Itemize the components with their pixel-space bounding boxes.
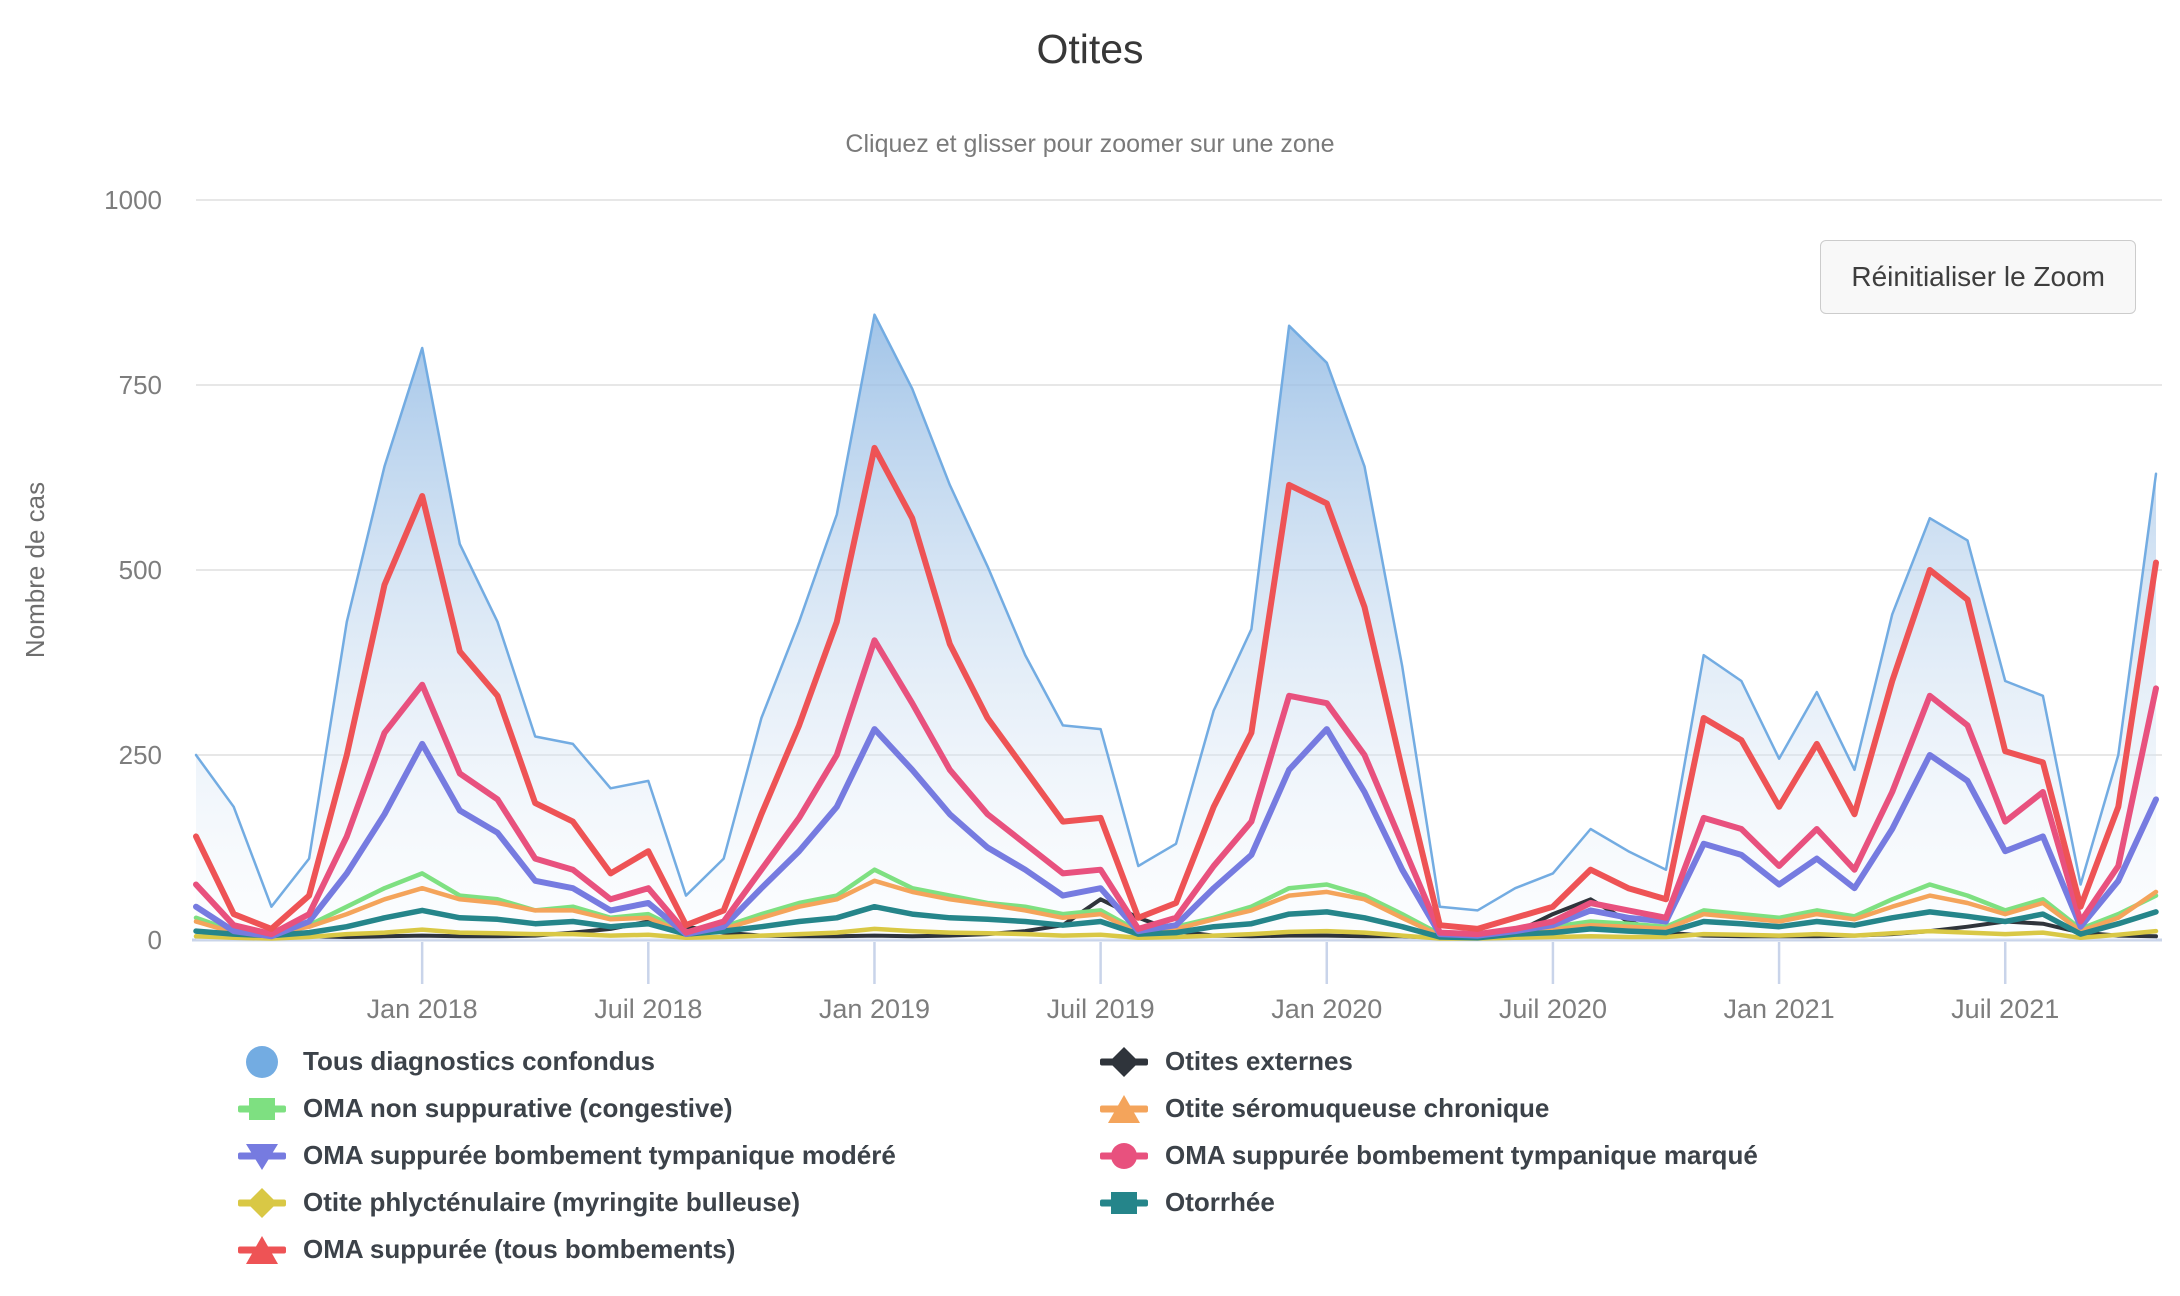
x-tick-label: Jan 2019 xyxy=(819,994,930,1024)
legend-marker-circle-icon xyxy=(1100,1142,1148,1169)
legend-marker-diamond-icon xyxy=(238,1187,286,1218)
legend-item-label: OMA suppurée bombement tympanique modéré xyxy=(303,1140,896,1170)
legend-marker-circle-large-icon xyxy=(246,1045,278,1078)
y-axis-title: Nombre de cas xyxy=(20,482,50,658)
series-line-oma-suppuree xyxy=(193,444,2159,932)
legend-item-oma-marque[interactable]: OMA suppurée bombement tympanique marqué xyxy=(1098,1139,1758,1173)
legend-item-seromuqueuse[interactable]: Otite séromuqueuse chronique xyxy=(1098,1092,1758,1126)
y-tick-label: 250 xyxy=(119,740,162,770)
legend-marker-triangle-down-icon xyxy=(238,1143,286,1170)
legend-item-label: OMA non suppurative (congestive) xyxy=(303,1093,733,1123)
series-line-oma-marque xyxy=(193,637,2159,938)
series-area-tous xyxy=(196,314,2156,940)
legend-item-label: Otites externes xyxy=(1165,1046,1353,1076)
x-tick-label: Jan 2020 xyxy=(1271,994,1382,1024)
legend-item-label: Tous diagnostics confondus xyxy=(303,1046,655,1076)
legend-item-label: Otite séromuqueuse chronique xyxy=(1165,1093,1550,1123)
legend-item-label: OMA suppurée bombement tympanique marqué xyxy=(1165,1140,1758,1170)
y-tick-label: 500 xyxy=(119,555,162,585)
x-tick-label: Juil 2018 xyxy=(594,994,702,1024)
x-tick-label: Juil 2021 xyxy=(1951,994,2059,1024)
chart-legend: Tous diagnostics confondus Otites externe… xyxy=(236,1038,1758,1273)
series-line-seromuqueuse xyxy=(193,878,2159,939)
legend-item-label: Otite phlycténulaire (myringite bulleuse… xyxy=(303,1187,800,1217)
legend-item-label: Otorrhée xyxy=(1165,1187,1275,1217)
legend-item-otorrhee[interactable]: Otorrhée xyxy=(1098,1186,1758,1220)
legend-marker-square-icon xyxy=(238,1097,286,1120)
y-tick-label: 0 xyxy=(148,925,162,955)
legend-marker-square-icon xyxy=(1100,1191,1148,1214)
legend-item-externes[interactable]: Otites externes xyxy=(1098,1045,1758,1079)
x-tick-label: Juil 2019 xyxy=(1047,994,1155,1024)
x-tick-label: Juil 2020 xyxy=(1499,994,1607,1024)
legend-item-tous[interactable]: Tous diagnostics confondus xyxy=(236,1045,1098,1079)
legend-marker-triangle-up-icon xyxy=(238,1235,286,1264)
series-line-otorrhee xyxy=(193,903,2159,941)
x-tick-label: Jan 2018 xyxy=(367,994,478,1024)
legend-item-oma-non-suppurative[interactable]: OMA non suppurative (congestive) xyxy=(236,1092,1098,1126)
legend-item-label: OMA suppurée (tous bombements) xyxy=(303,1234,736,1264)
page-title: Otites xyxy=(1036,26,1144,72)
series-line-oma-modere xyxy=(193,726,2159,940)
chart-subtitle: Cliquez et glisser pour zoomer sur une z… xyxy=(845,130,1335,158)
y-tick-label: 750 xyxy=(119,370,162,400)
y-tick-label: 1000 xyxy=(104,185,162,215)
legend-marker-triangle-up-icon xyxy=(1100,1094,1148,1123)
legend-item-oma-suppuree[interactable]: OMA suppurée (tous bombements) xyxy=(236,1233,1098,1267)
legend-item-phlyctenulaire[interactable]: Otite phlycténulaire (myringite bulleuse… xyxy=(236,1186,1098,1220)
reset-zoom-button[interactable]: Réinitialiser le Zoom xyxy=(1820,240,2136,314)
series-line-tous xyxy=(194,313,2158,912)
legend-item-oma-modere[interactable]: OMA suppurée bombement tympanique modéré xyxy=(236,1139,1098,1173)
series-line-phlyctenulaire xyxy=(193,926,2159,941)
x-tick-label: Jan 2021 xyxy=(1724,994,1835,1024)
legend-marker-diamond-icon xyxy=(1100,1046,1148,1077)
